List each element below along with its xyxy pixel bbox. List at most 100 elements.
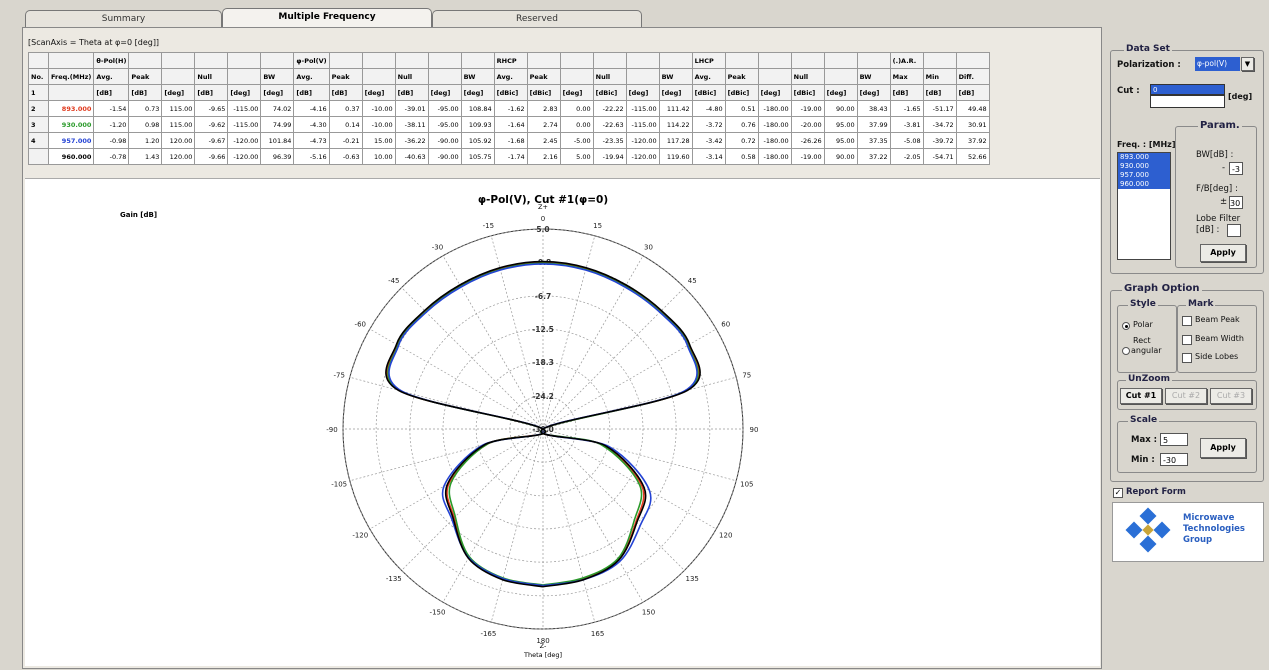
table-cell: 101.84 [260,132,295,149]
table-cell [161,52,196,69]
scan-label: [ScanAxis = Theta at φ=0 [deg]] [28,38,160,47]
group-box [1110,50,1264,274]
table-cell: [deg] [227,84,262,101]
table-cell: -95.00 [427,100,462,117]
label: Report Form [1126,487,1186,497]
logo-text: Microwave [1183,513,1235,523]
table-cell: [deg] [823,84,858,101]
group-title: Style [1128,299,1158,309]
grid-spoke [542,287,685,430]
cut-input[interactable]: 0 [1150,84,1225,95]
list-item[interactable]: 957.000 [1118,171,1170,180]
table-cell: -34.72 [922,116,957,133]
cut-input-box[interactable] [1150,95,1225,108]
logo-diamond [1139,507,1157,525]
table-cell: 95.00 [823,132,858,149]
table-cell: 96.39 [260,148,295,165]
grid-spoke [442,255,544,430]
label: Beam Peak [1195,315,1240,324]
table-cell [922,52,957,69]
table-cell: 37.35 [856,132,891,149]
freq-listbox[interactable]: 893.000 930.000 957.000 960.000 [1117,152,1171,260]
table-cell: -39.72 [922,132,957,149]
table-cell: [dB] [394,84,429,101]
group-title: Data Set [1124,44,1172,54]
table-cell: 38.43 [856,100,891,117]
cut-button-disabled[interactable]: Cut #3 [1210,388,1252,404]
table-cell: 108.84 [460,100,495,117]
table-cell: Avg. [691,68,726,85]
table-cell: 10.00 [361,148,396,165]
polarization-select[interactable]: φ-pol(V) [1195,57,1240,71]
table-cell: -180.00 [757,116,792,133]
checkbox[interactable] [1182,335,1192,345]
fb-input[interactable]: 30 [1229,196,1243,209]
label: Cut : [1117,86,1140,96]
label: - [1222,163,1226,173]
lobe-input[interactable] [1227,224,1241,237]
table-cell: 0.76 [724,116,759,133]
logo-diamond [1125,521,1143,539]
table-cell: 0.37 [328,100,363,117]
radio[interactable] [1122,347,1130,355]
table-cell: RHCP [493,52,528,69]
radio[interactable] [1122,322,1130,330]
tab-active[interactable]: Multiple Frequency [222,8,432,27]
table-cell [361,68,396,85]
apply-button[interactable]: Apply [1200,438,1246,458]
table-cell: 115.00 [161,116,196,133]
cut-button-disabled[interactable]: Cut #2 [1165,388,1207,404]
table-cell: [deg] [559,84,594,101]
checkbox-checked[interactable]: ✓ [1113,488,1123,498]
min-input[interactable]: -30 [1160,453,1188,466]
table-cell: 37.92 [955,132,990,149]
y-axis-label: Gain [dB] [120,211,157,219]
list-item[interactable]: 893.000 [1118,153,1170,162]
theta-tick-label: -105 [331,481,347,489]
grid-spoke [401,428,544,571]
table-cell: 90.00 [823,148,858,165]
checkbox[interactable] [1182,316,1192,326]
table-cell: [deg] [757,84,792,101]
table-cell: 105.92 [460,132,495,149]
label: Beam Width [1195,334,1244,343]
table-cell: -19.00 [790,100,825,117]
apply-button[interactable]: Apply [1200,244,1246,262]
tab[interactable]: Reserved [432,10,642,27]
table-cell: 30.91 [955,116,990,133]
dropdown-arrow[interactable]: ▼ [1241,57,1254,71]
list-item[interactable]: 960.000 [1118,180,1170,189]
table-cell: -1.68 [493,132,528,149]
tab[interactable]: Summary [25,10,222,27]
theta-tick-label: -120 [352,532,368,540]
table-cell: 119.60 [658,148,693,165]
table-cell: 52.66 [955,148,990,165]
table-cell: [deg] [161,84,196,101]
label: angular [1131,346,1162,355]
table-cell: 0.00 [559,116,594,133]
table-cell [194,52,229,69]
max-input[interactable]: 5 [1160,433,1188,446]
table-cell: -115.00 [227,100,262,117]
table-cell: -39.01 [394,100,429,117]
table-cell: Peak [328,68,363,85]
table-cell [47,84,95,101]
checkbox[interactable] [1182,353,1192,363]
label: Min : [1131,455,1155,465]
table-cell [227,52,262,69]
table-cell [460,52,495,69]
theta-tick-label: 60 [721,321,730,329]
list-item[interactable]: 930.000 [1118,162,1170,171]
cut-button[interactable]: Cut #1 [1120,388,1162,404]
table-cell: 117.28 [658,132,693,149]
table-cell: [deg] [427,84,462,101]
logo-text: Group [1183,535,1213,545]
table-cell: [dB] [128,84,163,101]
table-cell [427,52,462,69]
table-cell: Diff. [955,68,990,85]
table-cell: 930.000 [47,116,95,133]
table-cell: 2.16 [526,148,561,165]
table-cell: -1.54 [93,100,130,117]
bw-input[interactable]: -3 [1229,162,1243,175]
table-cell: 109.93 [460,116,495,133]
